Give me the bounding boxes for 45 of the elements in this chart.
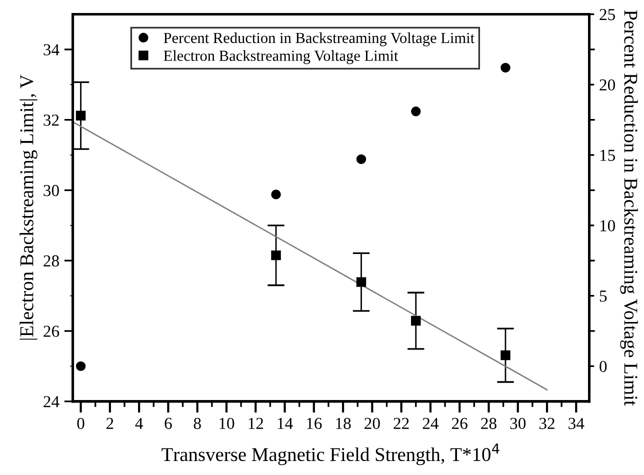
y-tick-label: 26: [44, 326, 60, 337]
x-tick-label: 4: [135, 418, 143, 429]
point: [356, 277, 366, 287]
y2-tick-label: 20: [600, 79, 616, 91]
x-tick-label: 34: [568, 418, 584, 430]
x-tick-label: 26: [452, 418, 468, 430]
point: [356, 154, 366, 164]
x-tick-label: 22: [394, 418, 409, 429]
point: [271, 250, 281, 260]
point: [500, 62, 510, 73]
x-tick-label: 6: [164, 418, 172, 430]
x-tick-label: 24: [422, 418, 439, 429]
x-tick-label: 14: [278, 418, 293, 429]
point: [76, 110, 86, 120]
point: [411, 106, 421, 116]
y-tick-label: 32: [44, 114, 59, 126]
y2-tick-label: 25: [600, 8, 615, 20]
point: [411, 316, 421, 326]
point: [500, 350, 510, 360]
y2-tick-label: 5: [600, 290, 607, 302]
x-tick-label: 20: [364, 418, 380, 430]
x-tick-label: 18: [336, 418, 351, 430]
y-tick-label: 24: [44, 396, 60, 408]
x-axis-title: Transverse Magnetic Field Strength, T*10$^{4}$: [162, 444, 500, 466]
x-tick-label: 12: [248, 418, 264, 429]
y2-tick-label: 15: [600, 150, 615, 161]
y2-tick-label: 0: [600, 360, 607, 372]
x-tick-label: 32: [539, 418, 554, 430]
y2-tick-label: 10: [600, 220, 616, 232]
y-tick-label: 34: [44, 44, 60, 56]
x-tick-label: 10: [220, 418, 234, 430]
legend-label: Percent Reduction in Backstreaming Voltage Limit: [164, 32, 474, 46]
x-tick-label: 30: [510, 418, 526, 430]
point: [271, 190, 281, 200]
y-tick-label: 28: [44, 255, 59, 267]
y-axis-title: |Electron Backstreaming Limit|, V: [20, 74, 38, 340]
legend-label: Electron Backstreaming Voltage Limit: [164, 50, 398, 64]
y-tick-label: 30: [44, 184, 59, 196]
x-tick-label: 0: [77, 418, 84, 430]
x-tick-label: 16: [307, 418, 322, 430]
x-tick-label: 28: [481, 418, 496, 430]
point: [76, 361, 86, 372]
x-tick-label: 8: [194, 418, 201, 430]
y2-axis-title: Percent Reduction in Backstreaming Voltage Limit: [620, 10, 638, 406]
x-tick-label: 2: [106, 418, 114, 429]
